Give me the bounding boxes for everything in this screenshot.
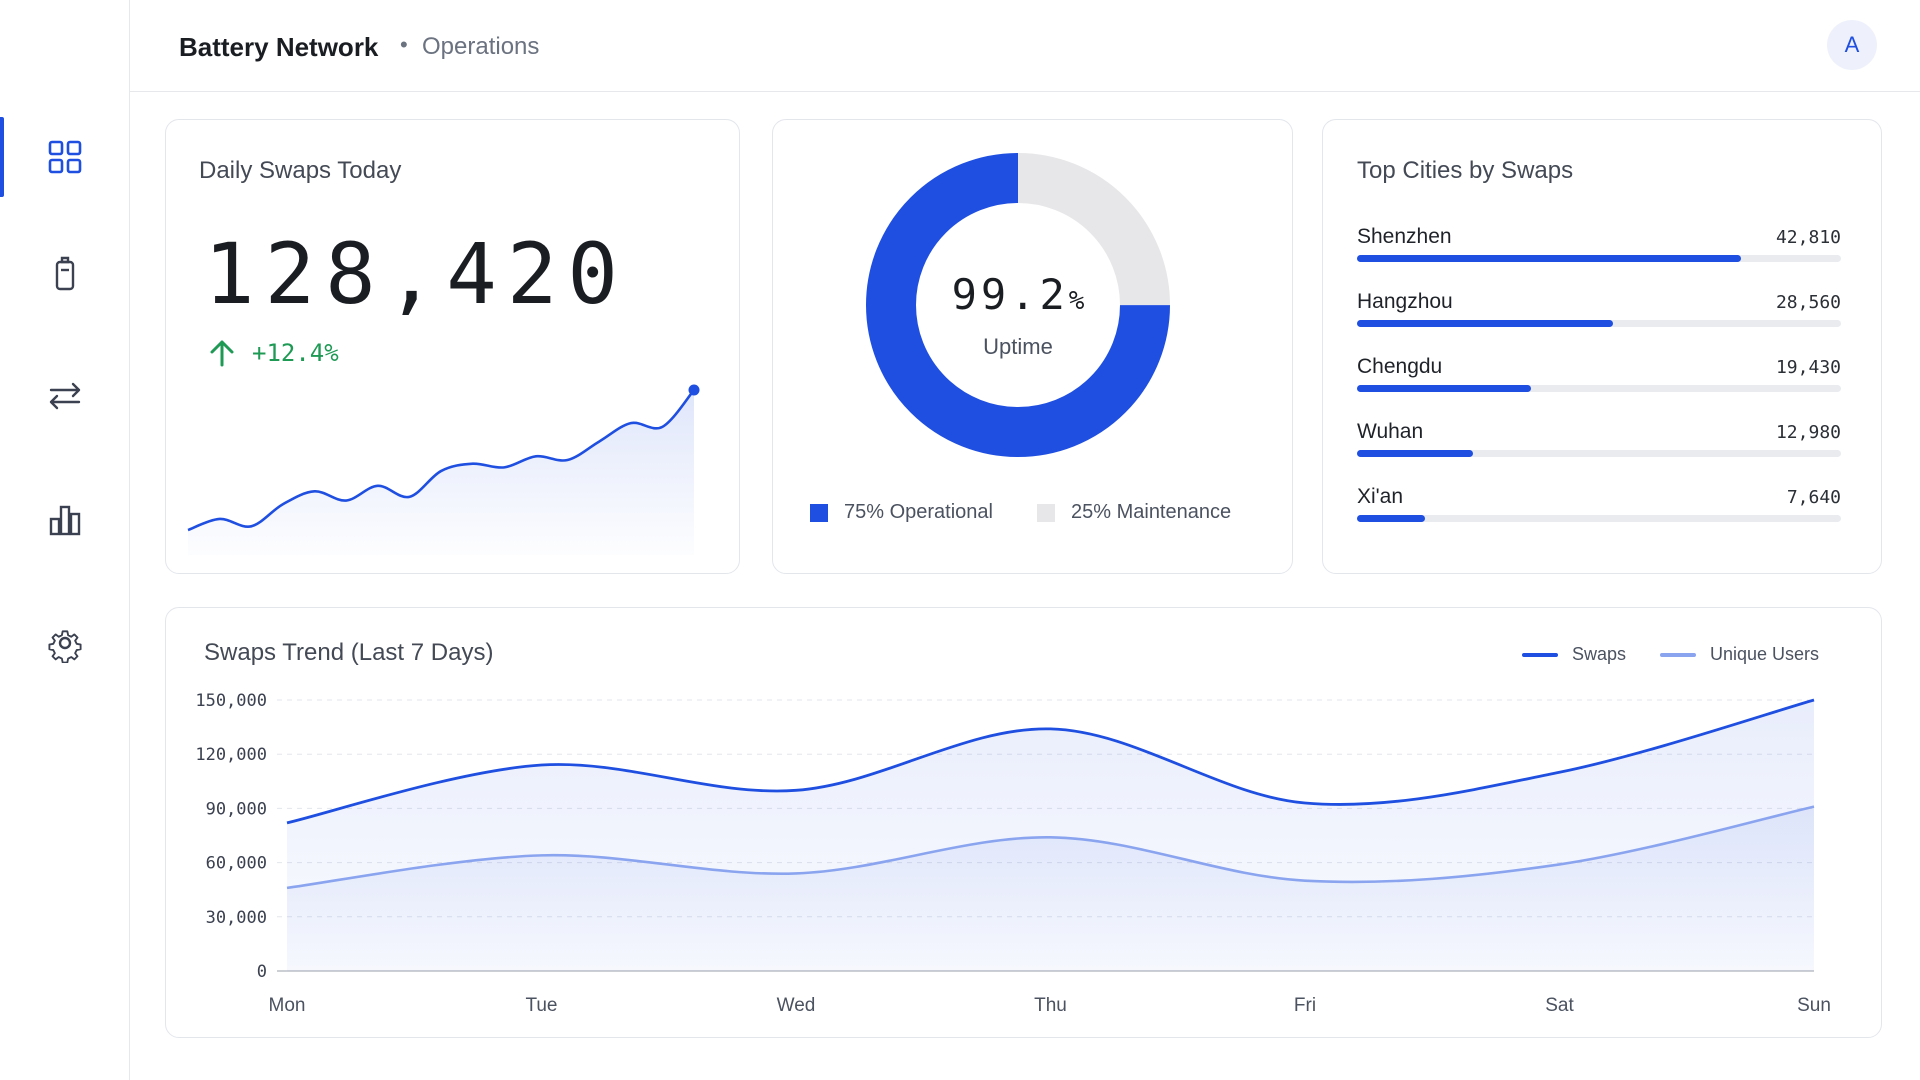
city-row[interactable]: Chengdu 19,430	[1357, 355, 1841, 415]
delta-value: +12.4%	[252, 339, 339, 367]
breadcrumb-section[interactable]: Operations	[422, 33, 540, 60]
city-bar-fill	[1357, 320, 1613, 327]
city-bar-fill	[1357, 450, 1474, 457]
legend-unique-users[interactable]: Unique Users	[1660, 644, 1819, 665]
donut-segments	[866, 153, 1170, 457]
y-tick-label: 30,000	[206, 908, 267, 928]
gear-icon	[48, 630, 82, 663]
city-value: 12,980	[1775, 422, 1841, 443]
breadcrumb-separator: •	[400, 32, 408, 57]
city-bar-track	[1357, 515, 1841, 522]
city-bar-track	[1357, 450, 1841, 457]
sidebar-item-swaps[interactable]	[0, 356, 130, 436]
x-tick-label: Mon	[269, 995, 306, 1016]
city-name: Shenzhen	[1357, 225, 1452, 248]
card-title: Swaps Trend (Last 7 Days)	[204, 639, 494, 666]
daily-swaps-value: 128,420	[204, 225, 629, 323]
app-title: Battery Network	[179, 32, 379, 62]
uptime-unit: %	[1068, 286, 1085, 316]
city-bar-track	[1357, 385, 1841, 392]
x-tick-label: Thu	[1034, 995, 1067, 1016]
city-bar-fill	[1357, 255, 1741, 262]
legend-line	[1522, 652, 1558, 657]
x-tick-label: Sun	[1797, 995, 1831, 1016]
avatar[interactable]: A	[1827, 20, 1877, 70]
legend-line	[1660, 652, 1696, 657]
y-tick-label: 60,000	[206, 854, 267, 874]
city-bar-fill	[1357, 385, 1532, 392]
x-tick-label: Fri	[1294, 995, 1316, 1016]
sparkline-line	[187, 389, 696, 532]
city-name: Xi'an	[1357, 485, 1404, 508]
swap-arrows-icon	[49, 382, 81, 410]
card-title: Daily Swaps Today	[199, 157, 402, 184]
city-value: 7,640	[1786, 487, 1841, 508]
legend-label: Unique Users	[1710, 644, 1820, 664]
legend-swaps[interactable]: Swaps	[1522, 644, 1626, 665]
delta-indicator: +12.4%	[208, 338, 339, 368]
city-row[interactable]: Xi'an 7,640	[1357, 485, 1841, 545]
legend-swatch	[1037, 503, 1055, 522]
uptime-readout: 99.2%	[863, 270, 1173, 319]
top-cities-card: Top Cities by Swaps Shenzhen 42,810 Hangzh…	[1322, 119, 1882, 574]
city-bar-fill	[1357, 515, 1426, 522]
city-name: Wuhan	[1357, 420, 1424, 443]
y-tick-label: 150,000	[195, 691, 267, 711]
y-tick-label: 90,000	[206, 799, 267, 819]
battery-icon	[55, 256, 75, 291]
uptime-label: Uptime	[983, 334, 1053, 359]
card-title: Top Cities by Swaps	[1357, 157, 1574, 184]
legend-maintenance: 25% Maintenance	[1037, 501, 1231, 524]
city-value: 28,560	[1775, 292, 1841, 313]
city-name: Hangzhou	[1357, 290, 1453, 313]
x-tick-label: Wed	[777, 995, 816, 1016]
legend-label: 75% Operational	[844, 501, 993, 523]
city-value: 42,810	[1775, 227, 1841, 248]
city-bar-track	[1357, 320, 1841, 327]
legend-swatch	[810, 503, 828, 522]
city-bar-track	[1357, 255, 1841, 262]
y-tick-label: 120,000	[195, 745, 267, 765]
uptime-donut-chart	[866, 153, 1170, 457]
sidebar-item-settings[interactable]	[0, 603, 130, 683]
swaps-trend-card: Swaps Trend (Last 7 Days) Swaps Unique U…	[165, 607, 1882, 1038]
donut-segment-operational	[866, 153, 1170, 457]
sparkline-endpoint	[688, 384, 700, 396]
x-tick-label: Tue	[525, 995, 557, 1016]
city-row[interactable]: Shenzhen 42,810	[1357, 225, 1841, 285]
x-tick-label: Sat	[1545, 995, 1574, 1016]
dashboard-grid-icon	[48, 140, 82, 174]
legend-label: 25% Maintenance	[1071, 501, 1232, 523]
sidebar-item-dashboard[interactable]	[0, 117, 130, 197]
uptime-card: 99.2% Uptime 75% Operational 25% Mainten…	[772, 119, 1293, 574]
sparkline-chart	[187, 384, 700, 555]
arrow-up-icon	[210, 340, 234, 367]
uptime-value: 99.2	[951, 270, 1069, 319]
daily-swaps-card: Daily Swaps Today 128,420 +12.4%	[165, 119, 740, 574]
sidebar	[0, 0, 130, 1080]
city-row[interactable]: Hangzhou 28,560	[1357, 290, 1841, 350]
y-tick-label: 0	[257, 962, 267, 982]
legend-operational: 75% Operational	[810, 501, 993, 524]
city-name: Chengdu	[1357, 355, 1443, 378]
bar-chart-icon	[49, 505, 81, 536]
city-row[interactable]: Wuhan 12,980	[1357, 420, 1841, 480]
top-header: Battery Network • Operations A	[130, 0, 1920, 92]
series-area-1	[287, 806, 1814, 971]
city-value: 19,430	[1775, 357, 1841, 378]
legend-label: Swaps	[1572, 644, 1627, 664]
sidebar-item-analytics[interactable]	[0, 479, 130, 559]
sidebar-item-batteries[interactable]	[0, 233, 130, 313]
